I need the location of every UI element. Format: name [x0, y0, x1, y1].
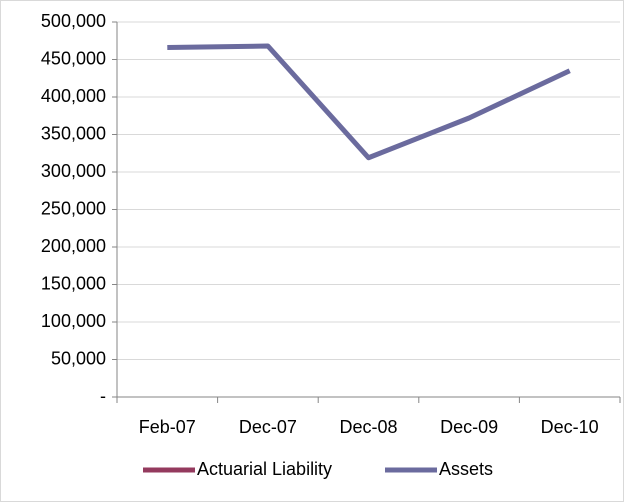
- y-tick-label: -: [100, 386, 106, 406]
- x-tick-label: Dec-09: [440, 417, 498, 437]
- legend-label: Actuarial Liability: [197, 459, 332, 479]
- y-tick-label: 350,000: [41, 123, 106, 143]
- y-tick-label: 100,000: [41, 311, 106, 331]
- legend-label: Assets: [439, 459, 493, 479]
- line-series: [167, 43, 571, 161]
- y-tick-label: 300,000: [41, 161, 106, 181]
- y-tick-label: 250,000: [41, 198, 106, 218]
- x-tick-label: Feb-07: [139, 417, 196, 437]
- x-tick-label: Dec-10: [541, 417, 599, 437]
- y-tick-label: 200,000: [41, 236, 106, 256]
- y-tick-label: 450,000: [41, 48, 106, 68]
- x-tick-label: Dec-07: [239, 417, 297, 437]
- y-tick-label: 150,000: [41, 273, 106, 293]
- y-tick-label: 50,000: [51, 348, 106, 368]
- y-tick-label: 400,000: [41, 86, 106, 106]
- y-tick-label: 500,000: [41, 11, 106, 31]
- x-tick-label: Dec-08: [339, 417, 397, 437]
